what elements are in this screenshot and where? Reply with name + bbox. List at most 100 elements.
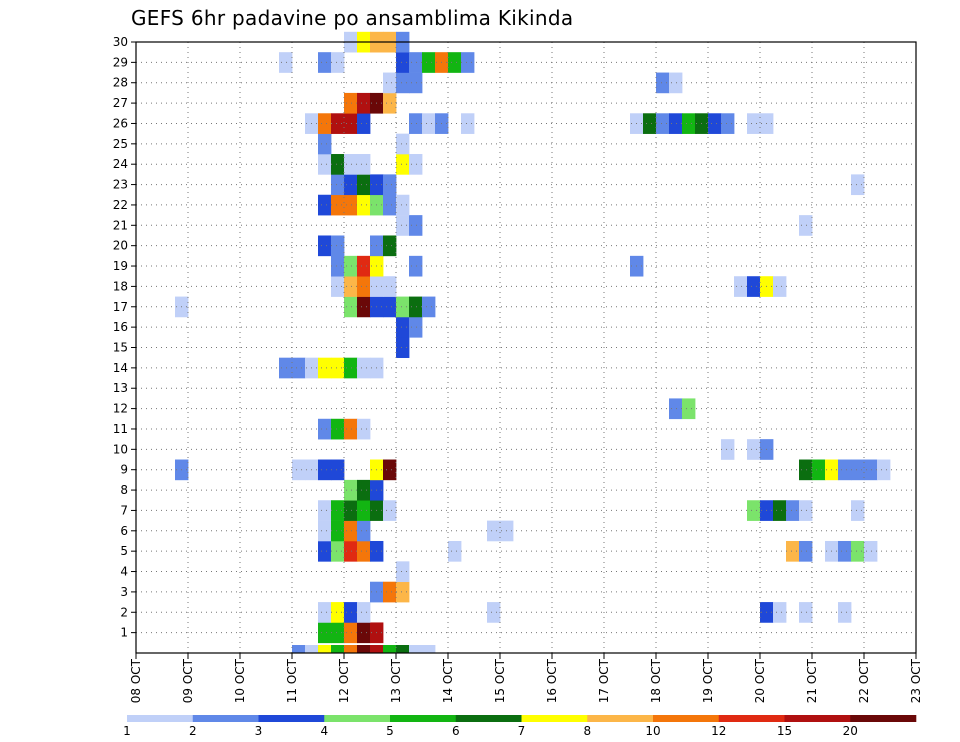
colorbar-swatch [455,715,522,722]
heatmap-cell [344,645,358,654]
heatmap-cell [383,72,397,94]
heatmap-cell [318,235,332,257]
colorbar-swatch [324,715,391,722]
heatmap-cell [409,215,423,236]
heatmap-cell [409,296,423,318]
heatmap-cell [396,215,410,236]
heatmap-cell [357,645,371,654]
heatmap-cell [331,622,345,644]
heatmap-cell [422,645,436,654]
heatmap-cell [396,154,410,175]
heatmap-cell [396,316,410,338]
x-tick-label: 16 OCT [545,658,559,703]
heatmap-cell [747,500,761,521]
heatmap-cell [331,52,345,73]
heatmap-cell [331,459,345,481]
chart-title: GEFS 6hr padavine po ansamblima Kikinda [131,6,574,30]
colorbar-swatch [850,715,917,722]
heatmap-cell [318,357,332,379]
heatmap-cell [383,459,397,481]
y-tick-label: 13 [113,381,128,395]
heatmap-cell [851,174,865,196]
x-tick-label: 23 OCT [909,658,923,703]
heatmap-cell [682,113,696,134]
heatmap-cell [292,459,306,481]
colorbar-label: 10 [645,724,660,738]
heatmap-cell [396,194,410,216]
heatmap-cell [773,276,787,297]
heatmap-cell [812,459,826,481]
heatmap-cell [643,113,657,134]
heatmap-cell [344,276,358,297]
heatmap-cell [396,337,410,358]
y-tick-label: 27 [113,96,128,110]
y-tick-label: 23 [113,178,128,192]
y-tick-label: 16 [113,320,128,334]
y-tick-label: 11 [113,422,128,436]
heatmap-cell [331,255,345,277]
heatmap-cells [175,31,891,654]
heatmap-cell [331,602,345,623]
colorbar-swatch [718,715,785,722]
heatmap-cell [318,520,332,542]
heatmap-cell [409,316,423,338]
heatmap-cell [448,540,462,562]
heatmap-cell [383,194,397,216]
colorbar-swatch [784,715,851,722]
y-tick-label: 9 [120,463,128,477]
x-tick-label: 08 OCT [129,658,143,703]
y-tick-label: 1 [120,626,128,640]
x-tick-label: 19 OCT [701,658,715,703]
y-tick-label: 18 [113,279,128,293]
heatmap-cell [344,255,358,277]
x-tick-label: 10 OCT [233,658,247,703]
y-tick-label: 7 [120,503,128,517]
y-tick-label: 14 [113,361,128,375]
x-tick-label: 22 OCT [857,658,871,703]
heatmap-cell [708,113,722,134]
heatmap-cell [318,194,332,216]
heatmap-cell [305,645,319,654]
x-axis: 08 OCT 09 OCT 10 OCT 11 OCT 12 OCT 13 OCT 14 O… [129,653,923,703]
x-tick-label: 18 OCT [649,658,663,703]
heatmap-cell [318,133,332,155]
heatmap-cell [721,439,735,460]
y-tick-label: 8 [120,483,128,497]
heatmap-cell [344,296,358,318]
heatmap-cell [318,500,332,521]
heatmap-cell [357,113,371,134]
heatmap-cell [357,500,371,521]
heatmap-cell [838,540,852,562]
heatmap-cell [396,581,410,603]
heatmap-cell [734,276,748,297]
heatmap-cell [383,276,397,297]
heatmap-cell [331,520,345,542]
x-tick-label: 12 OCT [337,658,351,703]
heatmap-cell [799,215,813,236]
y-axis: 1234567891011121314151617181920212223242… [113,35,136,640]
grid-lines [136,41,916,653]
heatmap-cell [344,357,358,379]
heatmap-cell [344,194,358,216]
colorbar-label: 1 [123,724,131,738]
heatmap-cell [357,296,371,318]
heatmap-cell [383,235,397,257]
heatmap-cell [409,113,423,134]
heatmap-cell [383,92,397,114]
y-tick-label: 29 [113,55,128,69]
heatmap-cell [318,622,332,644]
heatmap-cell [799,540,813,562]
heatmap-cell [344,154,358,175]
heatmap-cell [409,255,423,277]
heatmap-cell [292,357,306,379]
heatmap-cell [669,113,683,134]
heatmap-cell [747,113,761,134]
heatmap-cell [383,174,397,196]
colorbar-swatch [258,715,325,722]
heatmap-cell [383,500,397,521]
heatmap-cell [669,72,683,94]
y-tick-label: 10 [113,442,128,456]
heatmap-cell [357,255,371,277]
y-tick-label: 15 [113,341,128,355]
